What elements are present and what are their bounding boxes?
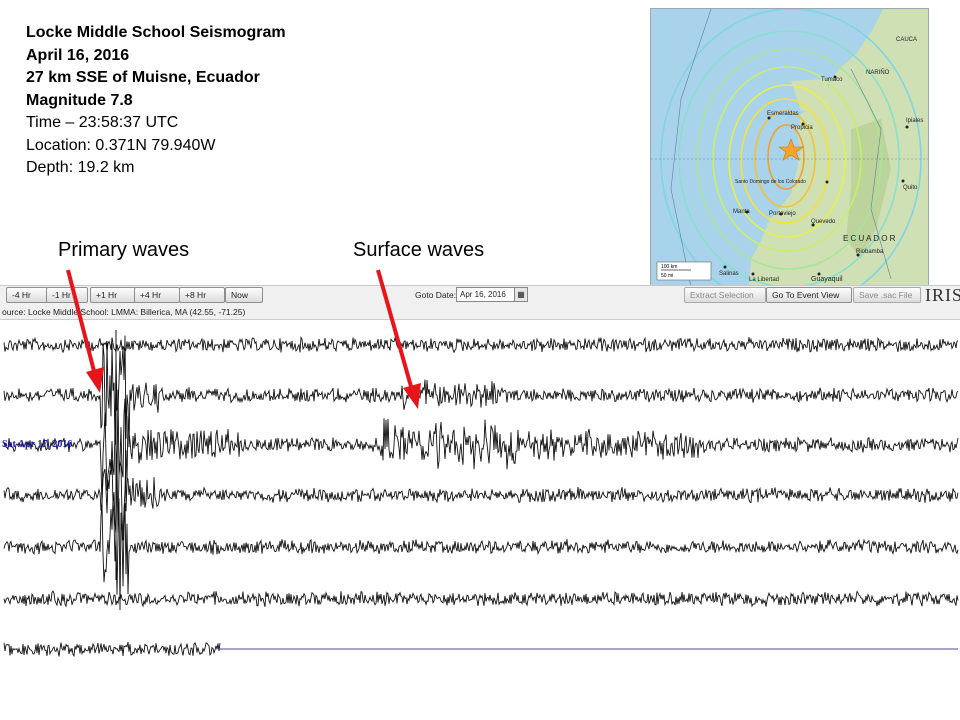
map-label-manta: Manta xyxy=(733,209,750,215)
go-to-event-view-button[interactable]: Go To Event View xyxy=(766,287,852,303)
extract-selection-button[interactable]: Extract Selection xyxy=(684,287,766,303)
event-info: Locke Middle School Seismogram April 16,… xyxy=(26,22,286,180)
map-label-ipiales: Ipiales xyxy=(906,118,923,124)
map-label-santo-domingo: Santo Domingo de los Colorado xyxy=(735,179,806,185)
calendar-icon[interactable]: ▦ xyxy=(514,287,528,302)
now-button[interactable]: Now xyxy=(225,287,263,303)
map-label-guayaquil: Guayaquil xyxy=(811,276,843,283)
seismogram-trace xyxy=(3,450,959,541)
seismogram-plot xyxy=(3,330,959,658)
event-depth: Depth: 19.2 km xyxy=(26,159,135,176)
seismogram-trace xyxy=(3,498,959,611)
surface-waves-label: Surface waves xyxy=(353,239,485,261)
surface-arrow-head xyxy=(403,383,421,409)
seismogram-trace xyxy=(3,641,221,658)
surface-arrow xyxy=(376,269,414,391)
map-scale: 100 km 50 mi xyxy=(656,261,712,281)
map-label-cauca: CAUCA xyxy=(896,37,917,43)
plus-4hr-button[interactable]: +4 Hr xyxy=(134,287,180,303)
date-tag: Sat Apr 17, 2016 xyxy=(2,439,73,450)
primary-waves-label: Primary waves xyxy=(58,239,190,261)
map-label-tumaco: Tumaco xyxy=(821,77,843,83)
toolbar: -4 Hr -1 Hr +1 Hr +4 Hr +8 Hr Now Goto D… xyxy=(0,285,960,305)
map-label-quito: Quito xyxy=(903,185,918,191)
shakemap-graphic: CAUCA Tumaco NARIÑO Esmeraldas Propicia … xyxy=(651,9,928,287)
iris-logo: IRIS xyxy=(925,285,960,305)
event-magnitude: Magnitude 7.8 xyxy=(26,91,133,109)
map-label-propicia: Propicia xyxy=(791,125,813,131)
source-line: ource: Locke Middle School: LMMA: Biller… xyxy=(0,305,960,320)
minus-4hr-button[interactable]: -4 Hr xyxy=(6,287,48,303)
primary-arrow xyxy=(66,269,97,376)
seismogram-trace xyxy=(3,590,959,608)
event-date: April 16, 2016 xyxy=(26,46,130,64)
plus-8hr-button[interactable]: +8 Hr xyxy=(179,287,225,303)
plus-1hr-button[interactable]: +1 Hr xyxy=(90,287,136,303)
event-title: Locke Middle School Seismogram xyxy=(26,24,286,41)
map-label-riobamba: Riobamba xyxy=(856,249,884,255)
shakemap: CAUCA Tumaco NARIÑO Esmeraldas Propicia … xyxy=(650,8,929,288)
map-label-libertad: La Libertad xyxy=(749,277,779,283)
map-scale-km: 100 km xyxy=(661,264,677,270)
event-location: Location: 0.371N 79.940W xyxy=(26,136,216,154)
primary-arrow-head xyxy=(86,367,104,393)
map-scale-mi: 50 mi xyxy=(661,273,673,279)
save-sac-file-button[interactable]: Save .sac File xyxy=(853,287,921,303)
map-label-portoviejo: Portoviejo xyxy=(769,211,796,217)
seismogram-trace xyxy=(3,389,959,512)
event-location-desc: 27 km SSE of Muisne, Ecuador xyxy=(26,69,260,86)
map-label-ecuador: E C U A D O R xyxy=(843,234,896,243)
seismogram-trace xyxy=(3,336,959,354)
map-label-quevedo: Quevedo xyxy=(811,219,836,225)
map-label-narino: NARIÑO xyxy=(866,69,890,76)
seismogram-trace xyxy=(3,335,959,448)
map-label-salinas: Salinas xyxy=(719,271,739,277)
map-label-esmeraldas: Esmeraldas xyxy=(767,111,799,117)
event-time: Time – 23:58:37 UTC xyxy=(26,114,179,131)
goto-date-label: Goto Date: xyxy=(415,290,457,300)
